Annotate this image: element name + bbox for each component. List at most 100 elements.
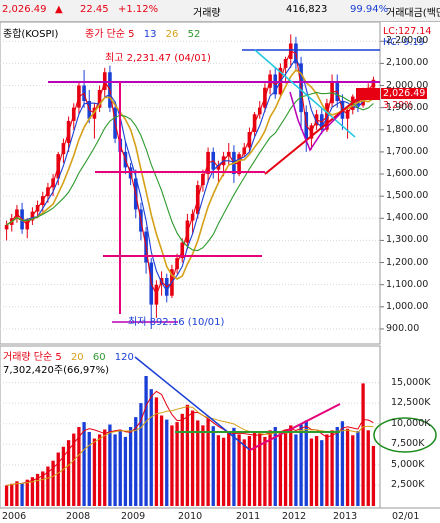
volume-bar [61,446,66,506]
volume-bar [139,403,143,506]
volume-tick-label: 5,000K [391,458,425,470]
volume-bar [56,452,60,506]
volume-bar [46,466,50,506]
volume-bar [330,430,334,506]
volume-label: 거래량 [193,8,221,19]
volume-bar [304,420,308,506]
price-tick-label: 1,800.00 [386,123,429,135]
volume-bar [221,437,226,506]
volume-bar [283,429,288,506]
ma13-label: 13 [143,29,157,40]
volume-bar [273,427,277,506]
volume-bar [20,482,24,506]
moving-average-lines [6,50,374,486]
vma120-label: 120 [114,352,134,363]
price-tick-label: 1,700.00 [386,145,429,157]
volume-bar [201,425,205,506]
volume-bar [247,436,252,506]
last-price-label: 2,026.49 [381,88,428,99]
volume-bar [97,434,102,506]
price-tick-label: 2,200.00 [386,35,429,47]
volume-bar [35,473,40,506]
volume-downtrend-line [134,356,251,451]
vma5-label: 5 [55,352,62,363]
last-price-marker [356,88,380,100]
volume-bar [361,383,365,506]
falling-trendline [254,49,356,138]
x-axis-right-label: 02/01 [392,511,420,522]
candle-body [4,224,9,230]
volume-ratio: 99.94% [350,4,389,15]
x-axis-label: 2008 [66,511,91,522]
volume-bar [92,438,97,506]
volume-current: 7,302,420주(66,97%) [3,365,110,376]
volume-bar [340,421,345,506]
volume-bar [232,427,236,506]
volume-bar [185,404,190,506]
volume-bars [4,375,376,506]
volume-tick-label: 12,500K [391,397,431,409]
x-axis-label: 2012 [282,511,307,522]
price-tick-label: 1,100.00 [386,278,429,290]
volume-bar [268,430,272,506]
volume-bar [216,435,221,506]
x-axis-label: 2006 [2,511,27,522]
volume-bar [299,424,303,506]
volume-legend: 거래량 단순 5 20 60 120 [3,348,134,363]
volume-bar [149,389,153,506]
volume-bar [175,422,179,506]
volume-highlight-circle [373,417,437,453]
volume-bar [294,434,298,506]
volume-drawn-lines[interactable] [134,356,437,453]
volume-bar [258,433,262,506]
volume-bar [82,422,86,506]
volume-legend-prefix: 거래량 단순 [3,352,53,363]
volume-bar [263,436,267,506]
last-pct-label: 3.29% [383,100,414,111]
ma26-label: 26 [165,29,179,40]
volume-bar [227,432,231,506]
price-change: 22.45 [80,4,109,15]
price-tick-label: 2,000.00 [386,79,429,91]
drawn-lines[interactable] [48,49,380,323]
up-arrow-icon: ▲ [55,4,63,15]
volume-bar [190,410,195,506]
volume-ma-line-20 [6,406,374,486]
volume-bar [144,375,148,506]
x-axis-label: 2011 [236,511,261,522]
volume-bar [87,431,91,506]
volume-bar [371,445,376,506]
volume-bar [118,431,122,506]
x-axis-label: 2013 [333,511,358,522]
vma20-label: 20 [70,352,84,363]
volume-bar [25,479,29,506]
price-tick-label: 900.00 [386,322,420,334]
volume-bar [366,430,370,506]
current-price: 2,026.49 [2,4,47,15]
volume-bar [170,425,174,506]
price-tick-label: 1,400.00 [386,212,429,224]
price-tick-label: 1,600.00 [386,168,429,180]
volume-bar [66,440,71,506]
volume-value: 416,823 [286,4,328,15]
volume-tick-label: 2,500K [391,479,425,491]
rising-trendline [264,93,364,175]
volume-uptrend-line [249,403,341,451]
volume-bar [134,417,138,506]
volume-bar [10,483,14,506]
ma52-label: 52 [187,29,201,40]
price-legend: 종가 단순 5 13 26 52 [85,25,200,40]
volume-bar [77,427,81,506]
volume-bar [252,431,257,506]
lc-label: LC:127.14 [383,26,432,37]
ma-line-52 [6,91,374,252]
candle-body [371,79,376,88]
stock-chart[interactable] [0,22,440,523]
x-axis-label: 2010 [178,511,203,522]
ma-line-26 [6,68,374,280]
amount-label: 거래대금(백만 [386,8,440,19]
vma60-label: 60 [92,352,106,363]
high-annotation: 최고 2,231.47 (04/01) [105,53,211,64]
price-tick-label: 1,500.00 [386,190,429,202]
volume-bar [123,436,128,506]
